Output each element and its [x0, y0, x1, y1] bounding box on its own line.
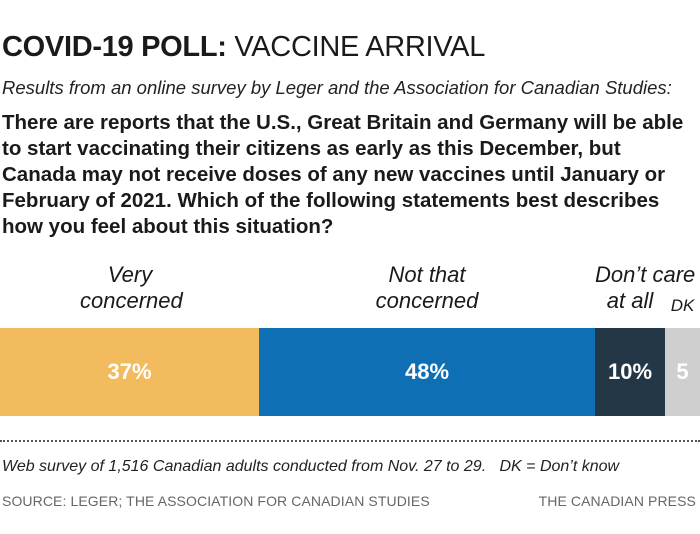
source-line: SOURCE: LEGER; THE ASSOCIATION FOR CANAD… — [2, 493, 430, 509]
bar-segment-0: 37% — [0, 328, 259, 416]
value-label-3: 5 — [676, 359, 689, 384]
chart-subtitle: Results from an online survey by Leger a… — [2, 77, 672, 98]
bar-segment-1: 48% — [259, 328, 595, 416]
dotted-divider — [0, 440, 700, 442]
title-strong: COVID-19 POLL: — [2, 31, 227, 63]
survey-question: There are reports that the U.S., Great B… — [2, 111, 684, 238]
category-label-2: Don’t care at all — [595, 262, 696, 313]
credit-line: THE CANADIAN PRESS — [538, 493, 696, 509]
value-label-2: 10% — [607, 359, 653, 384]
bar-segment-2: 10% — [595, 328, 665, 416]
value-label-0: 37% — [107, 359, 152, 384]
survey-note: Web survey of 1,516 Canadian adults cond… — [2, 458, 620, 475]
category-label-0: Very concerned — [80, 262, 183, 313]
title-rest: VACCINE ARRIVAL — [234, 31, 486, 63]
chart-title: COVID-19 POLL: VACCINE ARRIVAL — [2, 30, 485, 64]
bar-segment-3: 5 — [665, 328, 700, 416]
category-label-3: DK — [670, 296, 695, 315]
stacked-bar: 37% 48% 10% 5 — [0, 328, 700, 416]
value-label-1: 48% — [404, 359, 450, 384]
category-label-1: Not that concerned — [375, 262, 479, 313]
